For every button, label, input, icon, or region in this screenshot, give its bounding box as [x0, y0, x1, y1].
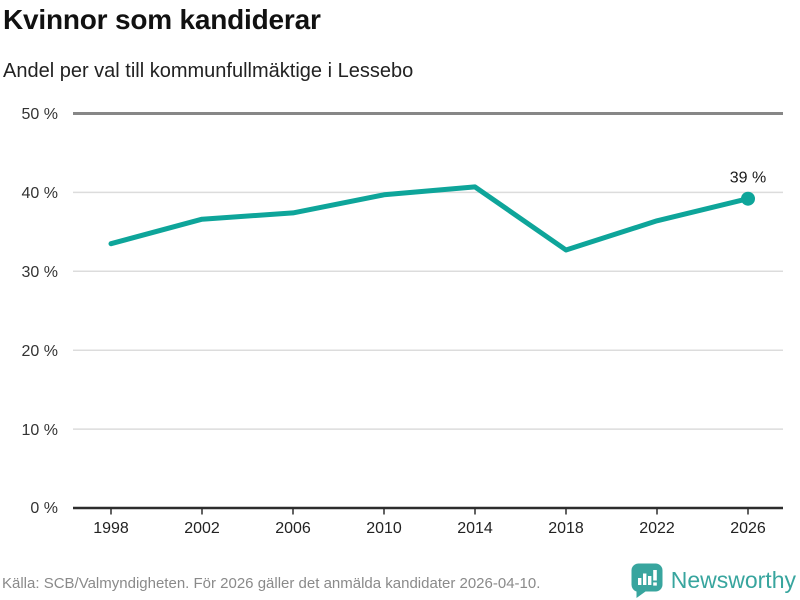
y-axis-label: 20 % — [22, 343, 58, 360]
newsworthy-logo-text: Newsworthy — [670, 566, 796, 593]
newsworthy-logo-icon — [631, 563, 663, 598]
line-series — [108, 184, 751, 253]
newsworthy-logo: Newsworthy — [630, 561, 796, 599]
x-axis-label: 2026 — [730, 520, 766, 537]
x-axis-label: 2002 — [184, 520, 220, 537]
end-point-label: 39 % — [730, 170, 766, 187]
page-subtitle: Andel per val till kommunfullmäktige i L… — [3, 60, 414, 82]
page-title: Kvinnor som kandiderar — [3, 4, 321, 35]
y-axis-label: 40 % — [22, 185, 58, 202]
x-axis-label: 2006 — [275, 520, 311, 537]
speech-bubble-bar-chart-icon — [631, 563, 663, 598]
x-axis-label: 2010 — [366, 520, 402, 537]
x-axis-label: 2014 — [457, 520, 493, 537]
source-note: Källa: SCB/Valmyndigheten. För 2026 gäll… — [2, 575, 541, 592]
y-axis-label: 30 % — [22, 264, 58, 281]
x-axis-label: 1998 — [93, 520, 129, 537]
y-axis-label: 0 % — [30, 500, 58, 517]
end-point-dot — [741, 191, 755, 206]
y-axis-label: 50 % — [22, 106, 58, 123]
y-axis-label: 10 % — [22, 422, 58, 439]
x-axis-label: 2022 — [639, 520, 675, 537]
x-axis-label: 2018 — [548, 520, 584, 537]
